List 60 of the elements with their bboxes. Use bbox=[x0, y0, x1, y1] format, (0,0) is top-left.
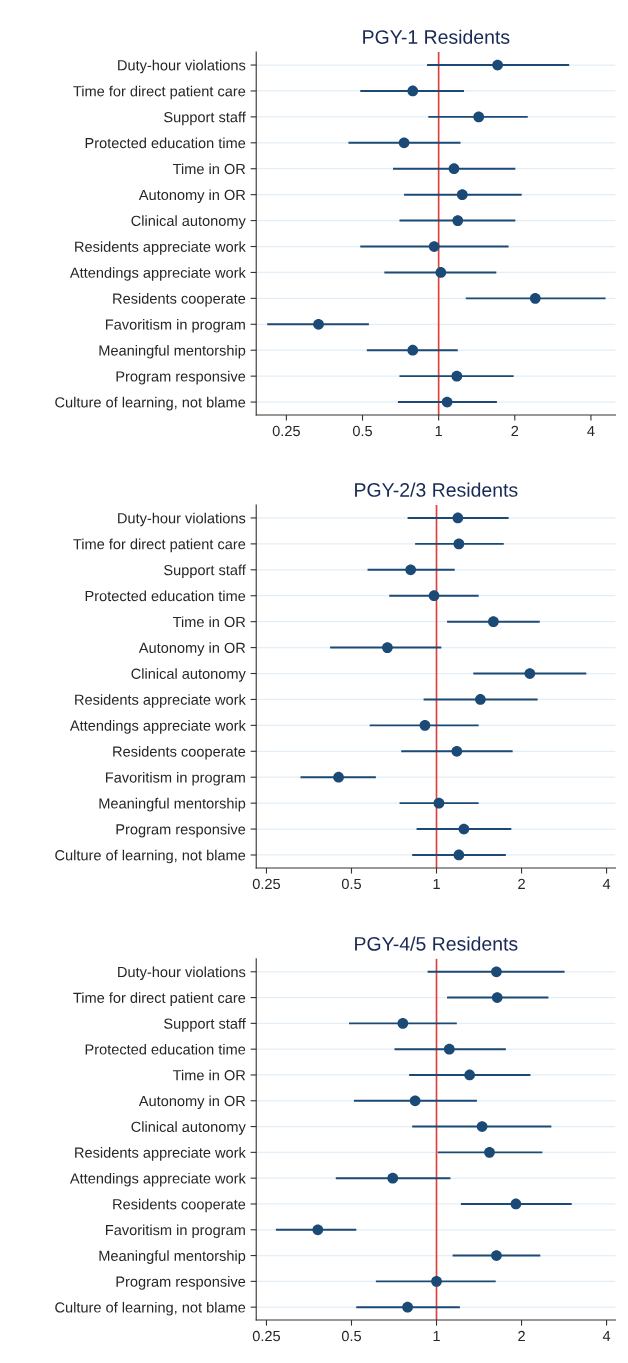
x-tick-label: 2 bbox=[511, 425, 519, 437]
chart-title: PGY-4/5 Residents bbox=[355, 936, 518, 951]
y-tick-label: Autonomy in OR bbox=[138, 642, 246, 656]
y-tick-label: Program responsive bbox=[116, 370, 246, 385]
x-tick-label: 1 bbox=[433, 1331, 440, 1342]
x-tick-label: 0.25 bbox=[272, 425, 300, 437]
y-tick-label: Residents appreciate work bbox=[75, 241, 246, 255]
y-tick-label: Residents cooperate bbox=[113, 746, 246, 760]
x-tick-label: 0.5 bbox=[341, 1330, 362, 1342]
x-tick-label: 4 bbox=[587, 425, 595, 437]
y-tick-label: Residents appreciate work bbox=[75, 694, 246, 708]
chart-title: PGY-2/3 Residents bbox=[355, 482, 518, 497]
y-tick-label: Time for direct patient care bbox=[73, 992, 246, 1006]
y-tick-label: Attendings appreciate work bbox=[69, 1172, 246, 1187]
x-tick-label: 0.25 bbox=[252, 878, 281, 890]
y-tick-label: Clinical autonomy bbox=[131, 215, 246, 229]
y-tick-label: Meaningful mentorship bbox=[99, 344, 246, 359]
y-tick-label: Autonomy in OR bbox=[138, 1095, 246, 1110]
y-tick-label: Time for direct patient care bbox=[73, 85, 246, 100]
y-tick-label: Culture of learning, not blame bbox=[55, 849, 246, 864]
x-tick-label: 0.25 bbox=[252, 1330, 281, 1342]
y-tick-label: Favoritism in program bbox=[106, 319, 245, 333]
y-tick-label: Support staff bbox=[164, 111, 246, 126]
y-tick-label: Protected education time bbox=[85, 137, 246, 149]
y-tick-label: Culture of learning, not blame bbox=[55, 1301, 246, 1316]
y-tick-label: Clinical autonomy bbox=[131, 1121, 246, 1135]
y-tick-label: Support staff bbox=[164, 1018, 246, 1032]
y-tick-label: Time in OR bbox=[172, 1069, 246, 1081]
y-tick-label: Residents cooperate bbox=[113, 293, 246, 307]
y-tick-label: Duty-hour violations bbox=[118, 966, 246, 981]
y-tick-label: Residents cooperate bbox=[113, 1198, 246, 1213]
y-tick-label: Autonomy in OR bbox=[138, 189, 246, 203]
y-tick-label: Favoritism in program bbox=[106, 771, 245, 786]
y-tick-label: Favoritism in program bbox=[106, 1224, 245, 1239]
y-tick-label: Meaningful mentorship bbox=[99, 1250, 246, 1264]
x-tick-label: 4 bbox=[602, 1331, 611, 1342]
y-tick-label: Protected education time bbox=[85, 590, 246, 602]
chart-title: PGY-1 Residents bbox=[363, 29, 510, 44]
x-tick-label: 2 bbox=[518, 1330, 525, 1342]
y-tick-label: Residents appreciate work bbox=[75, 1147, 246, 1161]
x-tick-label: 1 bbox=[433, 878, 440, 889]
y-tick-label: Program responsive bbox=[116, 1276, 246, 1290]
x-tick-label: 4 bbox=[602, 878, 611, 889]
x-tick-label: 1 bbox=[435, 425, 442, 437]
y-tick-label: Support staff bbox=[164, 564, 246, 579]
x-tick-label: 0.5 bbox=[341, 878, 362, 890]
y-tick-label: Time in OR bbox=[172, 163, 246, 175]
y-tick-label: Meaningful mentorship bbox=[99, 797, 246, 812]
y-tick-label: Attendings appreciate work bbox=[69, 267, 246, 281]
y-tick-label: Protected education time bbox=[85, 1043, 246, 1055]
y-tick-label: Time in OR bbox=[172, 616, 246, 628]
y-tick-label: Duty-hour violations bbox=[118, 512, 246, 527]
x-tick-label: 2 bbox=[518, 878, 525, 889]
y-tick-label: Time for direct patient care bbox=[73, 538, 246, 553]
y-tick-label: Duty-hour violations bbox=[118, 59, 246, 74]
y-tick-label: Program responsive bbox=[116, 823, 246, 838]
y-tick-label: Culture of learning, not blame bbox=[55, 396, 246, 411]
y-tick-label: Clinical autonomy bbox=[131, 668, 246, 682]
x-tick-label: 0.5 bbox=[352, 425, 373, 437]
y-tick-label: Attendings appreciate work bbox=[69, 720, 246, 734]
